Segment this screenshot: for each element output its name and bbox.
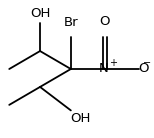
Text: OH: OH: [70, 112, 90, 125]
Text: −: −: [143, 58, 151, 68]
Text: O: O: [99, 15, 110, 28]
Text: +: +: [109, 58, 117, 68]
Text: Br: Br: [64, 16, 78, 29]
Text: OH: OH: [30, 7, 50, 20]
Text: O: O: [138, 63, 148, 75]
Text: N: N: [98, 63, 108, 75]
